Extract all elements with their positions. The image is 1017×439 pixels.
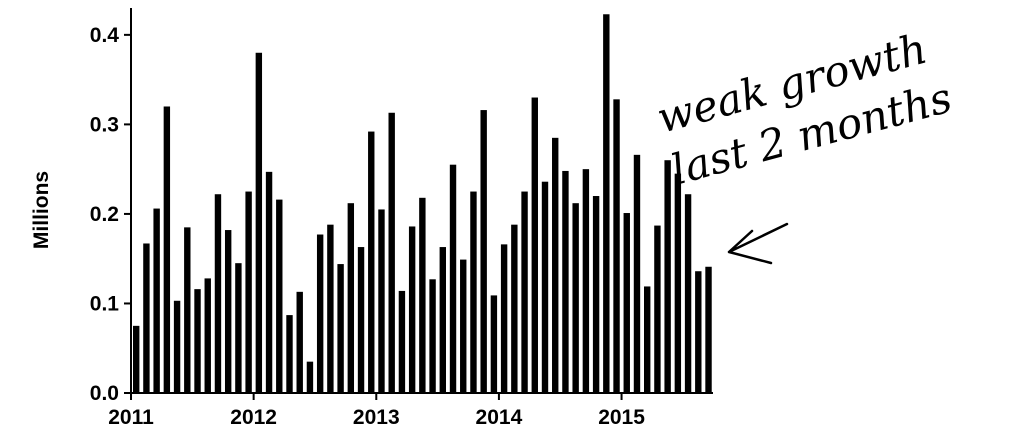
bar-2012-05 bbox=[296, 291, 303, 393]
bar-2013-05 bbox=[419, 197, 426, 393]
bar-2013-10 bbox=[470, 191, 477, 393]
bar-2015-04 bbox=[654, 225, 661, 393]
bar-2014-02 bbox=[511, 224, 518, 393]
bar-2015-02 bbox=[633, 154, 641, 393]
bar-2011-01 bbox=[133, 325, 140, 393]
bar-2015-06 bbox=[674, 173, 682, 393]
bar-2014-09 bbox=[582, 169, 590, 393]
x-tick-label: 2015 bbox=[598, 406, 645, 429]
bar-2014-03 bbox=[521, 191, 528, 393]
bar-2013-08 bbox=[449, 164, 457, 393]
bar-2015-03 bbox=[644, 286, 651, 393]
bar-2012-11 bbox=[357, 247, 365, 393]
y-tick-label: 0.4 bbox=[90, 24, 120, 47]
bar-2014-06 bbox=[552, 137, 559, 393]
bar-2012-04 bbox=[286, 315, 293, 393]
bar-2014-08 bbox=[572, 203, 579, 393]
bar-2013-04 bbox=[408, 226, 416, 393]
bar-2014-10 bbox=[592, 196, 600, 393]
y-tick-label: 0.2 bbox=[90, 203, 119, 226]
axes-group bbox=[130, 8, 713, 394]
handwritten-annotation: weak growth last 2 months bbox=[652, 24, 957, 265]
bar-2012-02 bbox=[265, 171, 273, 393]
x-tick-label: 2012 bbox=[230, 406, 277, 429]
bar-2015-08 bbox=[695, 271, 702, 393]
bar-2011-02 bbox=[143, 243, 150, 393]
bar-2015-09 bbox=[705, 266, 712, 393]
y-ticks-group: 0.0 0.1 0.2 0.3 0.4 bbox=[90, 24, 131, 405]
bar-2013-07 bbox=[439, 247, 446, 393]
bar-2012-12 bbox=[368, 131, 375, 393]
bar-2011-07 bbox=[194, 289, 201, 393]
bar-2011-12 bbox=[245, 191, 252, 393]
bar-2012-07 bbox=[316, 234, 324, 393]
bar-2011-09 bbox=[214, 194, 222, 393]
bar-2014-04 bbox=[531, 97, 538, 393]
bar-2014-05 bbox=[541, 181, 549, 393]
bar-2013-03 bbox=[398, 290, 406, 393]
bar-2012-09 bbox=[337, 264, 344, 393]
bar-2011-04 bbox=[163, 106, 171, 394]
bar-2011-10 bbox=[224, 230, 232, 393]
bar-2015-07 bbox=[684, 194, 692, 393]
bar-2013-12 bbox=[490, 295, 498, 393]
bar-2012-06 bbox=[306, 361, 314, 393]
bar-2014-01 bbox=[500, 244, 508, 393]
x-ticks-group: 2011 2012 2013 2014 2015 bbox=[108, 393, 645, 429]
bar-2012-10 bbox=[347, 203, 355, 393]
bar-2013-01 bbox=[378, 209, 385, 393]
bar-2013-11 bbox=[480, 110, 487, 393]
bar-2012-03 bbox=[276, 199, 283, 393]
bar-2013-02 bbox=[388, 112, 395, 393]
bar-2011-05 bbox=[173, 300, 181, 393]
bar-2011-11 bbox=[235, 263, 242, 393]
y-tick-label: 0.1 bbox=[90, 292, 120, 315]
x-tick-label: 2013 bbox=[353, 406, 400, 429]
bar-2013-06 bbox=[429, 279, 436, 393]
bar-2011-06 bbox=[184, 227, 191, 393]
bar-2014-07 bbox=[562, 170, 569, 393]
bar-2014-12 bbox=[613, 99, 620, 393]
annotation-arrow-icon bbox=[727, 222, 789, 265]
bar-2013-09 bbox=[460, 259, 467, 393]
x-tick-label: 2011 bbox=[108, 406, 154, 429]
bar-2015-05 bbox=[664, 160, 671, 393]
x-tick-label: 2014 bbox=[476, 406, 523, 429]
y-tick-label: 0.0 bbox=[90, 382, 119, 405]
bar-2015-01 bbox=[623, 213, 630, 393]
bar-2011-08 bbox=[204, 278, 211, 393]
bar-2012-01 bbox=[255, 52, 263, 394]
bars-group bbox=[133, 14, 712, 394]
bar-2012-08 bbox=[327, 224, 334, 393]
y-tick-label: 0.3 bbox=[90, 113, 119, 136]
y-axis-title: Millions bbox=[30, 171, 53, 249]
bar-2014-11 bbox=[603, 14, 610, 394]
bar-2011-03 bbox=[153, 208, 160, 393]
